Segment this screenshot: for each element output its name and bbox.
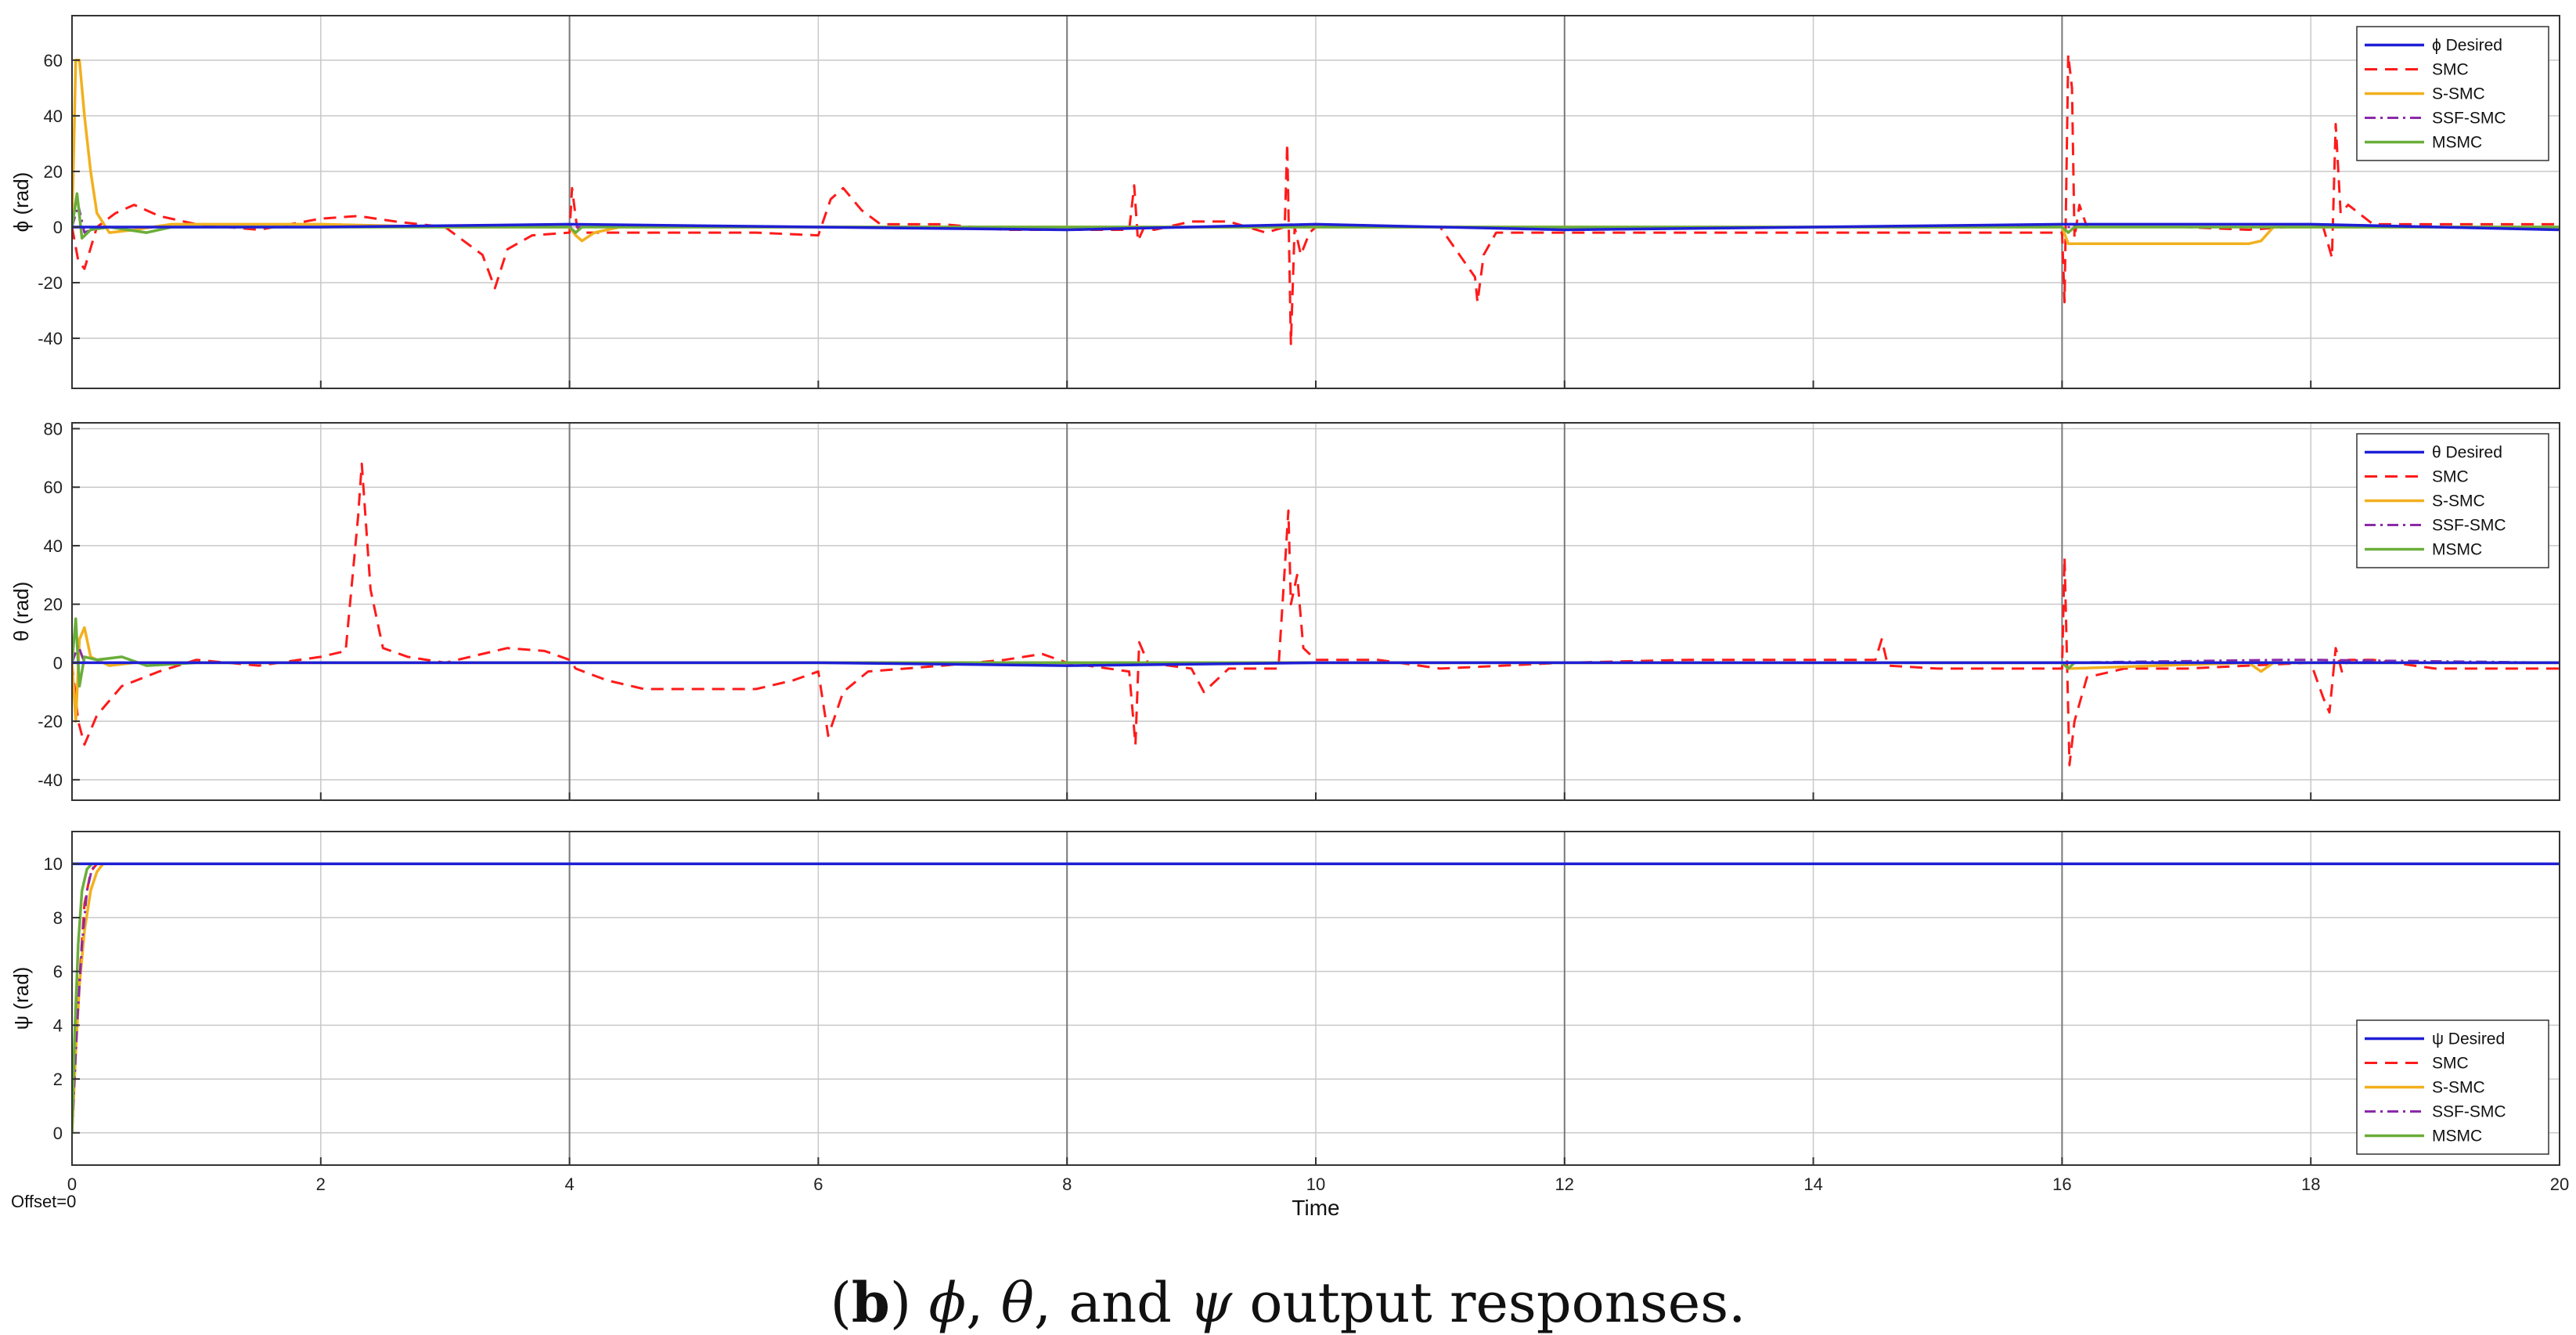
y-tick-label: 40 bbox=[44, 106, 63, 126]
caption-letter: b bbox=[851, 1270, 890, 1335]
y-tick-label: 20 bbox=[44, 595, 63, 615]
x-tick-label: 10 bbox=[1306, 1174, 1325, 1194]
caption-open: ( bbox=[830, 1271, 852, 1335]
legend-entry-msmc: MSMC bbox=[2432, 1128, 2482, 1146]
series-line-smc bbox=[72, 462, 2560, 767]
series-line-msmc bbox=[72, 192, 2560, 240]
y-tick-label: 0 bbox=[53, 1124, 63, 1143]
x-tick-label: 18 bbox=[2301, 1174, 2320, 1194]
panel-2: -40 -20 0 20 40 60 80 θ (rad) θ Desired SMC S-SMC S… bbox=[9, 419, 2560, 801]
x-tick-label: 0 bbox=[67, 1174, 77, 1194]
caption-tail: output responses. bbox=[1232, 1271, 1746, 1335]
caption-close: ) bbox=[889, 1271, 912, 1335]
legend-entry-s-smc: S-SMC bbox=[2432, 85, 2485, 103]
y-tick-label: -40 bbox=[38, 770, 63, 790]
x-axis-label: Time bbox=[1292, 1196, 1339, 1220]
legend-entry-s-smc: S-SMC bbox=[2432, 493, 2485, 511]
offset-label: Offset=0 bbox=[11, 1192, 77, 1211]
y-axis-label: ψ (rad) bbox=[9, 967, 33, 1030]
x-tick-label: 16 bbox=[2052, 1174, 2071, 1194]
y-tick-label: 80 bbox=[44, 419, 63, 438]
legend-entry-s-smc: S-SMC bbox=[2432, 1079, 2485, 1097]
legend-entry-msmc: MSMC bbox=[2432, 541, 2482, 559]
x-tick-label: 8 bbox=[1062, 1174, 1072, 1194]
y-tick-label: -20 bbox=[38, 712, 63, 731]
caption-psi-symbol: ψ bbox=[1189, 1271, 1233, 1335]
x-tick-label: 4 bbox=[564, 1174, 574, 1194]
y-tick-label: 40 bbox=[44, 536, 63, 556]
legend-entry-smc: SMC bbox=[2432, 61, 2469, 79]
legend-entry-smc: SMC bbox=[2432, 1055, 2469, 1073]
figure-caption: (b) ϕ, θ, and ψ output responses. bbox=[0, 1270, 2576, 1335]
y-tick-label: 6 bbox=[53, 962, 63, 982]
y-tick-label: 0 bbox=[53, 653, 63, 673]
x-tick-label: 14 bbox=[1803, 1174, 1822, 1194]
series-line-desired bbox=[72, 222, 2560, 232]
panel-3: 0 2 4 6 8 10 0 2 4 6 8 10 12 14 16 18 20 ψ (rad) Time ψ Des… bbox=[9, 831, 2569, 1220]
y-tick-label: 0 bbox=[53, 218, 63, 237]
x-tick-label: 2 bbox=[316, 1174, 326, 1194]
legend-entry-ssf-smc: SSF-SMC bbox=[2432, 1103, 2506, 1121]
caption-theta-symbol: θ bbox=[1000, 1271, 1034, 1335]
x-tick-label: 20 bbox=[2550, 1174, 2569, 1194]
y-tick-label: 60 bbox=[44, 51, 63, 70]
y-tick-label: -40 bbox=[38, 329, 63, 348]
legend-entry-ssf-smc: SSF-SMC bbox=[2432, 110, 2506, 128]
y-tick-label: -20 bbox=[38, 273, 63, 293]
y-tick-label: 2 bbox=[53, 1070, 63, 1089]
panel-1: -40 -20 0 20 40 60 ϕ (rad) ϕ Desired SMC S-SMC SSF… bbox=[9, 15, 2560, 389]
legend-entry-desired: ψ Desired bbox=[2432, 1030, 2505, 1048]
legend: ψ Desired SMC S-SMC SSF-SMC MSMC bbox=[2356, 1019, 2549, 1155]
series-line-desired bbox=[72, 661, 2560, 667]
y-axis-label: θ (rad) bbox=[9, 582, 33, 642]
legend-entry-desired: θ Desired bbox=[2432, 444, 2502, 462]
caption-phi-symbol: ϕ bbox=[928, 1271, 967, 1335]
legend-entry-ssf-smc: SSF-SMC bbox=[2432, 517, 2506, 535]
legend-entry-smc: SMC bbox=[2432, 468, 2469, 486]
legend: θ Desired SMC S-SMC SSF-SMC MSMC bbox=[2356, 433, 2549, 568]
y-tick-label: 20 bbox=[44, 162, 63, 182]
x-tick-label: 6 bbox=[813, 1174, 823, 1194]
y-tick-label: 8 bbox=[53, 908, 63, 928]
legend-entry-desired: ϕ Desired bbox=[2432, 37, 2502, 55]
legend-entry-msmc: MSMC bbox=[2432, 134, 2482, 152]
y-axis-label: ϕ (rad) bbox=[9, 172, 33, 233]
y-tick-label: 4 bbox=[53, 1016, 63, 1035]
y-tick-label: 10 bbox=[44, 854, 63, 874]
y-tick-label: 60 bbox=[44, 478, 63, 497]
caption-separator-1: , bbox=[966, 1271, 1001, 1335]
legend: ϕ Desired SMC S-SMC SSF-SMC MSMC bbox=[2356, 26, 2549, 161]
caption-separator-2: , and bbox=[1033, 1271, 1190, 1335]
x-tick-label: 12 bbox=[1555, 1174, 1574, 1194]
